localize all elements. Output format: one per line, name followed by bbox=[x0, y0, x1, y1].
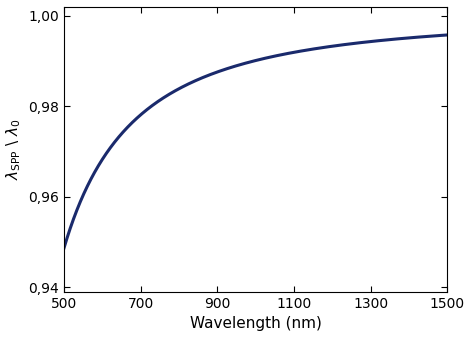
Text: $\lambda_\mathrm{SPP}\ \backslash\ \lambda_0$: $\lambda_\mathrm{SPP}\ \backslash\ \lamb… bbox=[5, 118, 23, 180]
X-axis label: Wavelength (nm): Wavelength (nm) bbox=[190, 316, 321, 331]
